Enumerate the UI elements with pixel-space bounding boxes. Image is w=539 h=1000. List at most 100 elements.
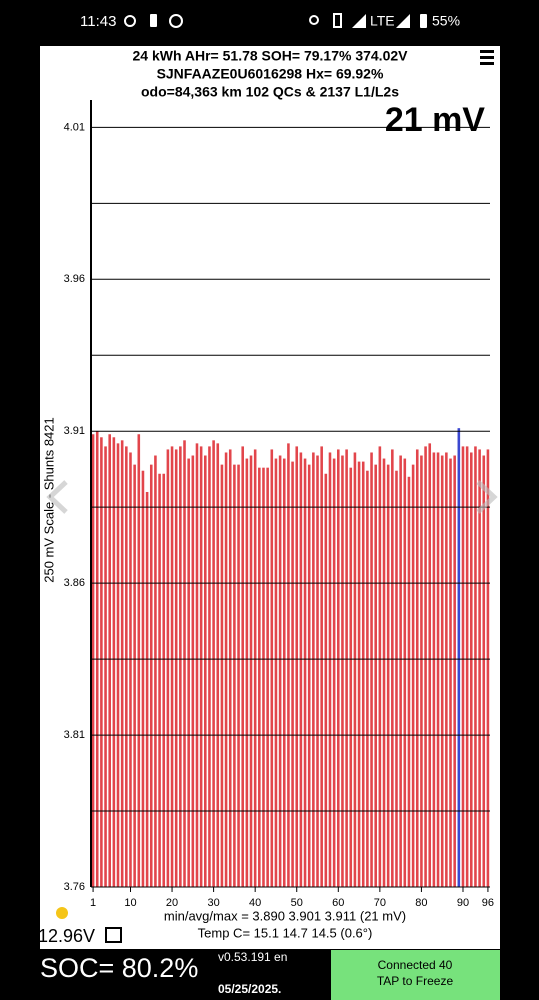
y-tick-label: 4.01 xyxy=(64,121,85,133)
prev-arrow[interactable] xyxy=(46,480,68,514)
bar xyxy=(125,446,128,887)
bar xyxy=(386,464,390,887)
bar xyxy=(224,452,228,887)
bar xyxy=(341,455,344,887)
bar xyxy=(253,449,257,887)
bar xyxy=(391,449,394,887)
bar xyxy=(415,449,419,887)
bar xyxy=(195,443,199,887)
calendar-icon[interactable] xyxy=(105,927,122,943)
bar xyxy=(316,455,319,887)
bar xyxy=(112,437,116,887)
bar xyxy=(432,452,436,887)
bar xyxy=(470,452,473,887)
bar xyxy=(366,470,369,887)
header-line: odo=84,363 km 102 QCs & 2137 L1/L2s xyxy=(141,84,399,100)
bar xyxy=(299,452,303,887)
battery: 55% xyxy=(432,13,460,29)
bar xyxy=(108,434,111,887)
bar xyxy=(353,452,357,887)
version: v0.53.191 en xyxy=(218,950,287,964)
bar xyxy=(399,455,402,887)
menu-bar[interactable] xyxy=(480,56,494,59)
x-tick-label: 90 xyxy=(457,897,469,909)
bar xyxy=(208,446,211,887)
bar xyxy=(204,455,207,887)
bar xyxy=(100,437,103,887)
bar xyxy=(378,446,382,887)
header-line: 24 kWh AHr= 51.78 SOH= 79.17% 374.02V xyxy=(133,48,409,64)
bar xyxy=(287,443,290,887)
bar xyxy=(141,470,145,887)
stats: min/avg/max = 3.890 3.901 3.911 (21 mV) xyxy=(164,908,406,923)
menu-bar[interactable] xyxy=(480,62,494,65)
bar xyxy=(158,473,161,887)
bar xyxy=(166,449,170,887)
button-bg[interactable] xyxy=(331,950,500,1000)
bar xyxy=(403,458,407,887)
bar xyxy=(295,446,299,887)
icon xyxy=(333,13,342,28)
button-text[interactable]: Connected 40 xyxy=(378,958,453,972)
menu-bar[interactable] xyxy=(480,50,494,53)
bar xyxy=(357,461,361,887)
bar xyxy=(154,455,157,887)
bar xyxy=(104,446,107,887)
bar xyxy=(428,443,432,887)
bar xyxy=(382,458,386,887)
menu-button[interactable] xyxy=(480,50,494,65)
bar xyxy=(411,464,415,887)
freeze-button[interactable]: Connected 40 TAP to Freeze xyxy=(331,950,500,1000)
bar xyxy=(278,455,282,887)
bar xyxy=(262,467,265,887)
next-arrow[interactable] xyxy=(476,480,498,514)
y-tick-label: 3.86 xyxy=(64,577,85,589)
x-tick-label: 80 xyxy=(415,897,427,909)
icon xyxy=(396,14,410,28)
x-tick-label: 1 xyxy=(90,897,96,909)
bar xyxy=(228,449,232,887)
bar xyxy=(436,452,440,887)
app-area xyxy=(40,46,500,949)
plot: 3.76 3.81 3.86 3.91 3.96 4.01 1 10 20 30 40 50 60 70 8… xyxy=(64,100,494,909)
y-tick-label: 3.81 xyxy=(64,729,85,741)
button-text[interactable]: TAP to Freeze xyxy=(377,974,454,988)
bar xyxy=(374,464,377,887)
bar xyxy=(245,458,249,887)
bar xyxy=(212,440,215,887)
bar xyxy=(187,458,190,887)
x-tick-label: 96 xyxy=(482,897,494,909)
bar xyxy=(274,458,278,887)
bar xyxy=(349,467,353,887)
bar xyxy=(191,455,195,887)
bar xyxy=(453,455,456,887)
bar xyxy=(307,464,311,887)
bar xyxy=(282,458,286,887)
bar xyxy=(266,467,269,887)
bar xyxy=(220,464,224,887)
bar xyxy=(324,473,328,887)
bar xyxy=(270,449,274,887)
soc: SOC= 80.2% xyxy=(40,953,198,983)
y-tick-label: 3.76 xyxy=(64,881,85,893)
bar xyxy=(424,446,427,887)
icon xyxy=(420,14,427,28)
bulb-icon[interactable] xyxy=(56,907,68,919)
icon xyxy=(169,14,183,28)
bar xyxy=(407,476,411,887)
date: 05/25/2025. xyxy=(218,982,281,996)
bar xyxy=(237,464,240,887)
bar xyxy=(174,449,178,887)
bar xyxy=(258,467,261,887)
bar xyxy=(170,446,174,887)
y-tick-label: 3.96 xyxy=(64,273,85,285)
bar xyxy=(179,446,182,887)
bar xyxy=(370,452,373,887)
temps: Temp C= 15.1 14.7 14.5 (0.6°) xyxy=(198,925,373,940)
bar xyxy=(440,455,444,887)
bar xyxy=(320,446,323,887)
bar xyxy=(291,461,294,887)
bar xyxy=(162,473,166,887)
bar xyxy=(129,452,132,887)
y-axis-label: 250 mV Scale - Shunts 8421 xyxy=(41,417,56,583)
